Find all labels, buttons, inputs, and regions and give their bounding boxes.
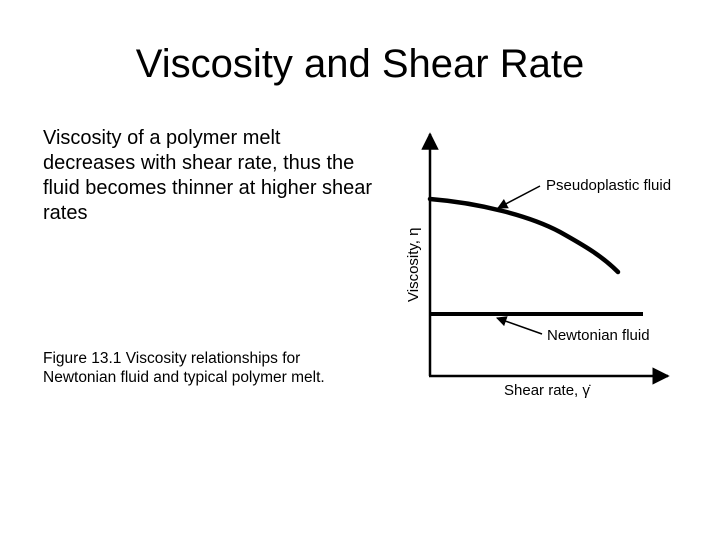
pseudoplastic-label: Pseudoplastic fluid: [546, 177, 671, 194]
figure-caption: Figure 13.1 Viscosity relationships for …: [43, 350, 325, 386]
pseudoplastic-pointer: [497, 185, 541, 209]
slide-title: Viscosity and Shear Rate: [135, 42, 585, 86]
slide-body-text: Viscosity of a polymer melt decreases wi…: [43, 127, 373, 224]
newtonian-label: Newtonian fluid: [547, 327, 650, 344]
x-axis-label: Shear rate, γ̇: [504, 382, 591, 399]
pseudoplastic-curve: [427, 196, 621, 275]
y-axis-label: Viscosity, η: [405, 228, 422, 302]
newtonian-pointer: [496, 316, 543, 335]
